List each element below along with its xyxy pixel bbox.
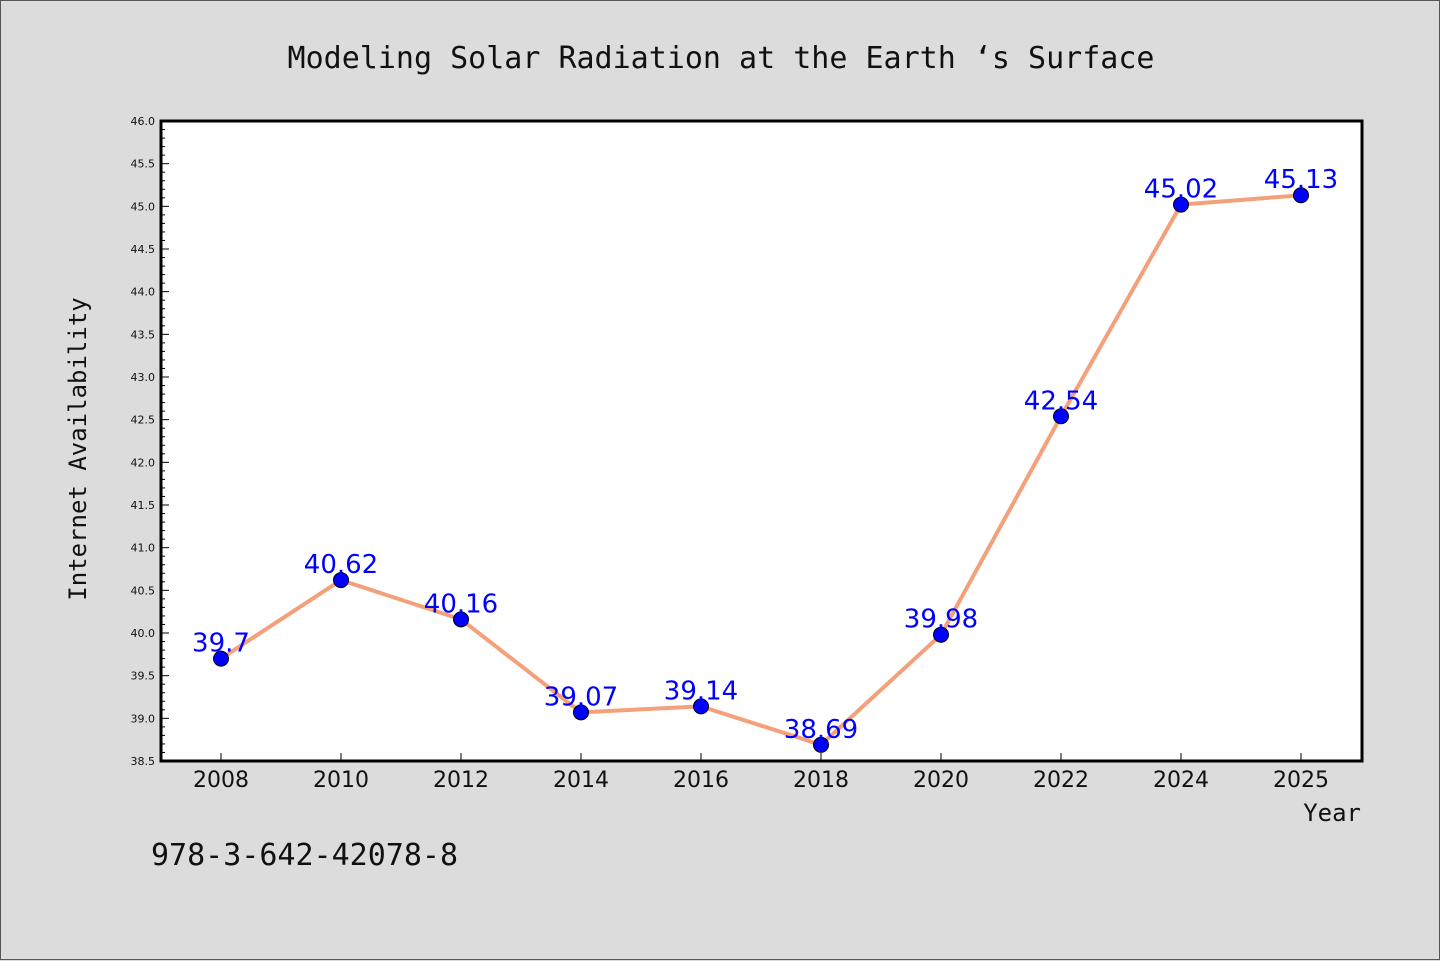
chart-title: Modeling Solar Radiation at the Earth ‘s… (288, 41, 1155, 76)
y-tick-label: 43.5 (131, 328, 156, 341)
y-tick-label: 44.0 (131, 286, 156, 299)
y-tick-label: 41.0 (131, 542, 156, 555)
plot-area (159, 119, 1364, 763)
x-tick-label: 2016 (673, 768, 729, 793)
data-point-marker (453, 611, 469, 628)
data-point-marker (1173, 196, 1189, 213)
data-point-marker (933, 626, 949, 643)
x-tick-label: 2020 (913, 768, 969, 793)
data-point-label: 40.16 (424, 589, 498, 619)
data-point-marker (1053, 408, 1069, 425)
y-tick-label: 44.5 (131, 243, 156, 256)
data-label-group: 39.7 40.62 40.16 39.07 39.14 38.69 39.98 42.54 4… (192, 165, 1338, 745)
data-point-label: 39.14 (664, 676, 738, 706)
y-tick-label: 38.5 (131, 755, 156, 768)
marker-group (213, 187, 1309, 753)
x-tick-label: 2008 (193, 768, 249, 793)
y-tick-label: 43.0 (131, 371, 156, 384)
data-point-label: 38.69 (784, 715, 858, 745)
x-tick-label: 2022 (1033, 768, 1089, 793)
y-tick-label: 39.0 (131, 712, 156, 725)
series-line (219, 193, 1302, 747)
footnote-isbn: 978-3-642-42078-8 (151, 838, 458, 873)
y-tick-label: 39.5 (131, 670, 156, 683)
x-axis-label: Year (1303, 799, 1361, 827)
y-tick-label: 46.0 (131, 115, 156, 128)
y-tick-label: 41.5 (131, 499, 156, 512)
y-tick-label: 45.0 (131, 200, 156, 213)
y-axis: 38.5 39.0 39.5 40.0 40.5 41.0 41.5 42.0 42.5 43.0… (131, 115, 169, 768)
y-tick-label: 42.5 (131, 414, 156, 427)
data-point-marker (1293, 187, 1309, 204)
data-point-label: 45.13 (1264, 165, 1338, 195)
data-point-label: 39.07 (544, 682, 618, 712)
data-point-label: 39.98 (904, 605, 978, 635)
x-axis: 2008 2010 2012 2014 2016 2018 2020 2022 2024 2025 (193, 753, 1329, 793)
data-point-marker (333, 572, 349, 589)
x-tick-label: 2025 (1273, 768, 1329, 793)
data-point-label: 39.7 (192, 629, 250, 659)
y-tick-label: 40.5 (131, 584, 156, 597)
x-tick-label: 2010 (313, 768, 369, 793)
data-point-marker (573, 704, 589, 721)
x-tick-label: 2012 (433, 768, 489, 793)
data-point-label: 45.02 (1144, 175, 1218, 205)
x-tick-label: 2024 (1153, 768, 1209, 793)
series-line-group (219, 193, 1302, 747)
data-point-marker (693, 698, 709, 715)
data-point-label: 42.54 (1024, 386, 1098, 416)
x-tick-label: 2018 (793, 768, 849, 793)
x-tick-label: 2014 (553, 768, 609, 793)
y-tick-label: 42.0 (131, 456, 156, 469)
y-tick-label: 45.5 (131, 158, 156, 171)
data-point-marker (813, 736, 829, 753)
y-axis-label: Internet Availability (64, 297, 92, 600)
y-tick-label: 40.0 (131, 627, 156, 640)
data-point-marker (213, 650, 229, 667)
data-point-label: 40.62 (304, 550, 378, 580)
